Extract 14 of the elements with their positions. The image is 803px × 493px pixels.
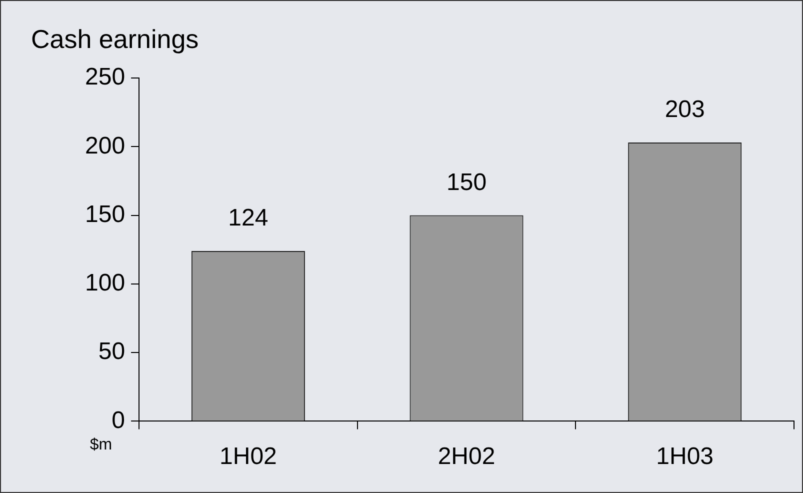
y-tick-label: 250 [84, 64, 126, 91]
x-tick-label: 2H02 [438, 443, 496, 470]
y-tick-label: 200 [84, 132, 126, 160]
data-label: 203 [664, 96, 705, 124]
chart-title: Cash earnings [31, 24, 199, 54]
data-label: 124 [228, 204, 268, 232]
y-tick-label: 150 [84, 200, 126, 228]
data-label: 150 [446, 168, 487, 196]
y-tick-label: 0 [112, 406, 126, 434]
x-tick-label: 1H02 [220, 443, 277, 470]
y-tick-label: 50 [98, 338, 126, 366]
y-tick-label: 100 [84, 270, 126, 297]
x-tick-label: 1H03 [656, 443, 714, 470]
text: $m [90, 436, 112, 454]
